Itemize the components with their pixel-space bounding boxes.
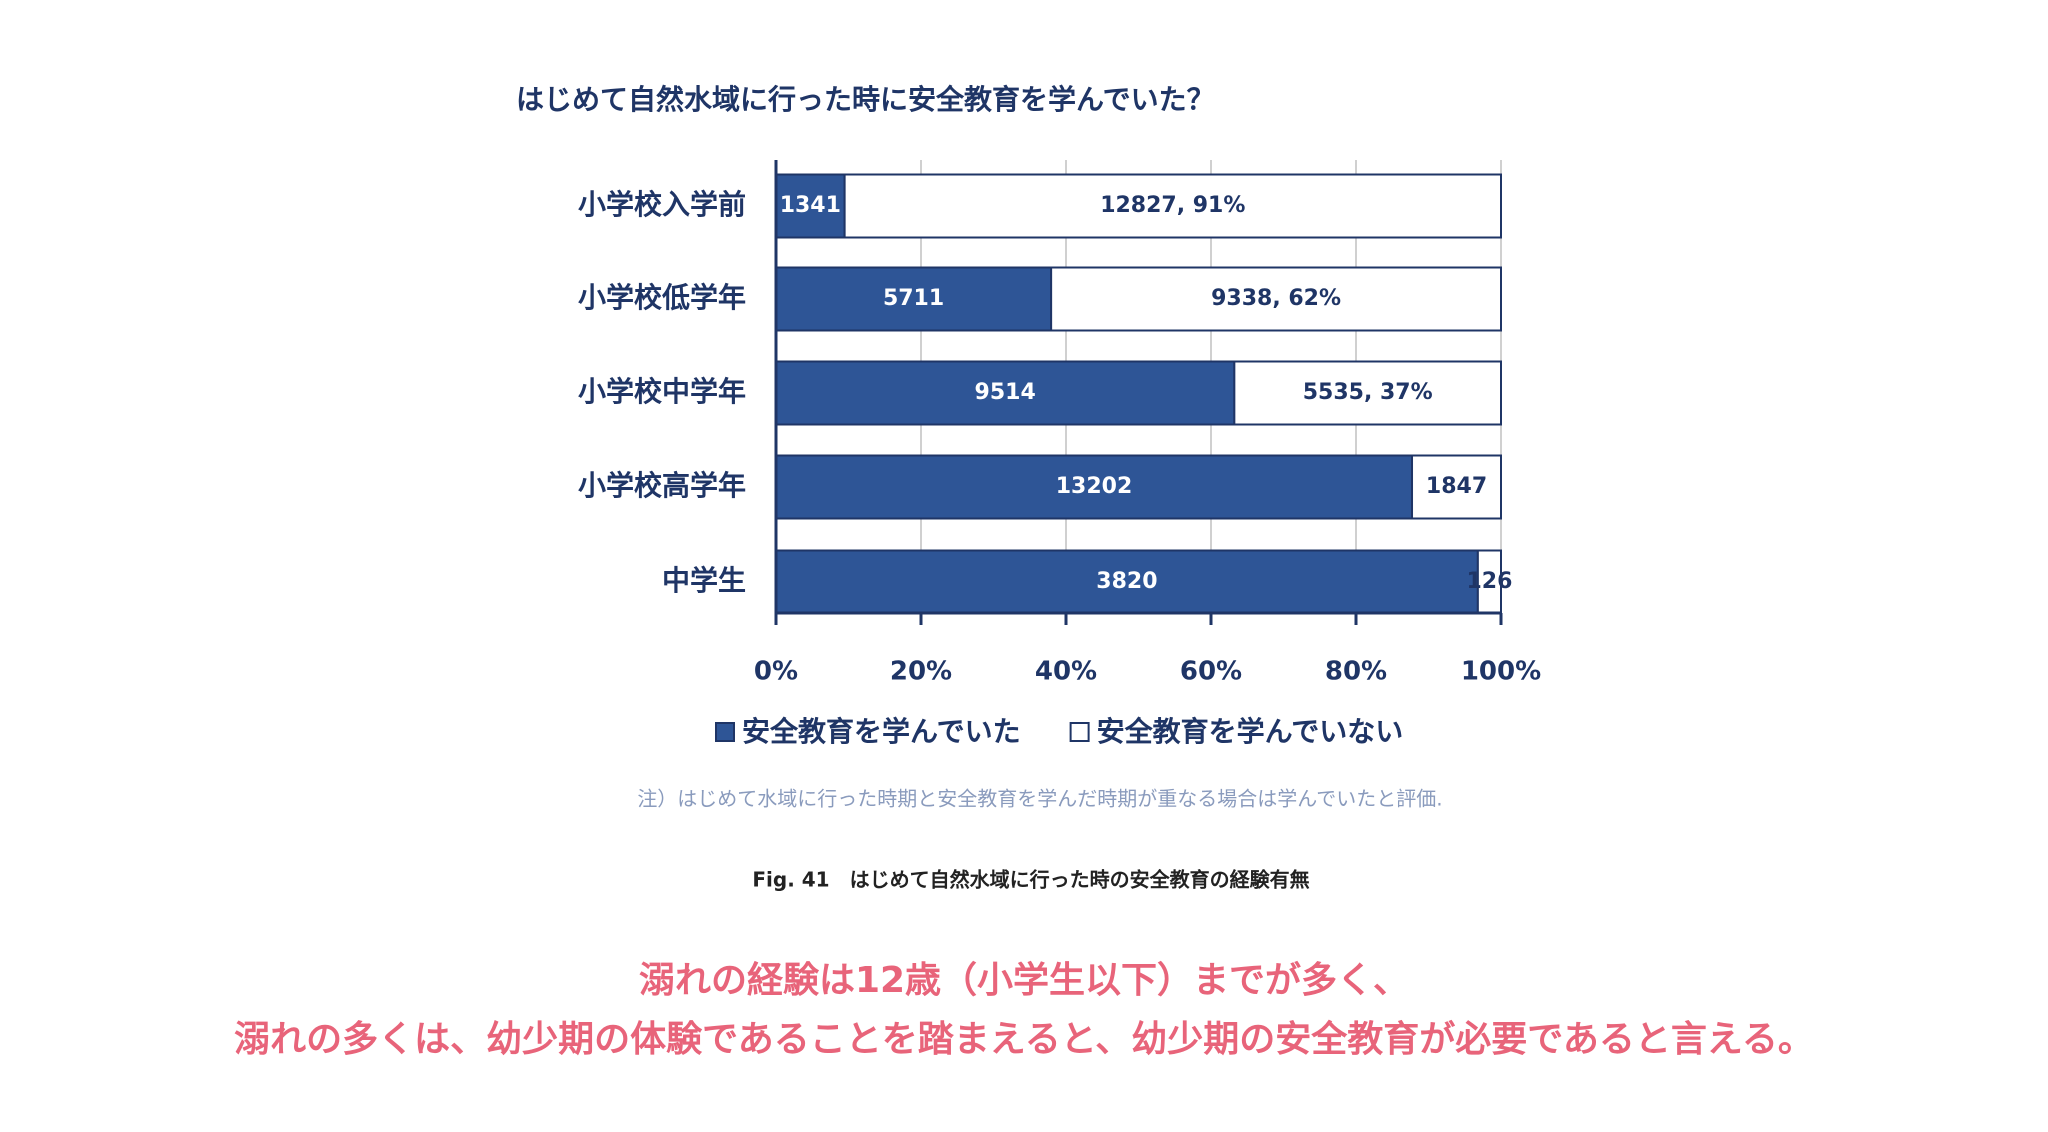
value-label: 9514 (975, 380, 1036, 405)
legend-label: 安全教育を学んでいない (1097, 715, 1404, 748)
bar-segment (775, 266, 1053, 332)
x-tick-label: 100% (1461, 657, 1541, 687)
note: 注）はじめて水域に行った時期と安全教育を学んだ時期が重なる場合は学んでいたと評価… (637, 787, 1442, 811)
bar-segment (843, 173, 1502, 239)
value-label: 5711 (883, 286, 944, 311)
conclusion: 溺れの経験は12歳（小学生以下）までが多く、 (639, 959, 1409, 1001)
bar-segment (775, 549, 1479, 615)
value-label: 9338, 62% (1211, 286, 1341, 311)
x-tick-label: 80% (1325, 657, 1387, 687)
bar-segment (775, 454, 1414, 520)
legend-swatch (1069, 722, 1090, 742)
y-tick-label: 中学生 (662, 564, 746, 597)
value-label: 1341 (780, 193, 841, 218)
chart-title: はじめて自然水域に行った時に安全教育を学んでいた？ (516, 83, 1215, 116)
x-tick-label: 0% (754, 657, 798, 687)
x-tick-label: 20% (890, 657, 952, 687)
caption: Fig. 41 はじめて自然水域に行った時の安全教育の経験有無 (752, 868, 1309, 892)
x-tick-label: 60% (1180, 657, 1242, 687)
value-label: 1847 (1426, 474, 1487, 499)
value-label: 126 (1466, 569, 1512, 594)
x-tick-label: 40% (1035, 657, 1097, 687)
value-label: 3820 (1096, 569, 1157, 594)
bar-segment (1050, 266, 1503, 332)
legend-label: 安全教育を学んでいた (742, 715, 1021, 748)
bar-segment (775, 360, 1236, 426)
y-tick-label: 小学校入学前 (578, 188, 746, 221)
value-label: 13202 (1056, 474, 1133, 499)
bar-segment (1411, 454, 1503, 520)
bar-segment (775, 173, 846, 239)
y-tick-label: 小学校高学年 (578, 469, 746, 502)
conclusion: 溺れの多くは、幼少期の体験であることを踏まえると、幼少期の安全教育が必要であると… (234, 1018, 1814, 1060)
value-label: 12827, 91% (1100, 193, 1245, 218)
legend-swatch (715, 722, 735, 742)
value-label: 5535, 37% (1303, 380, 1433, 405)
y-tick-label: 小学校中学年 (578, 375, 746, 408)
bar-segment (1233, 360, 1502, 426)
y-tick-label: 小学校低学年 (578, 281, 746, 314)
